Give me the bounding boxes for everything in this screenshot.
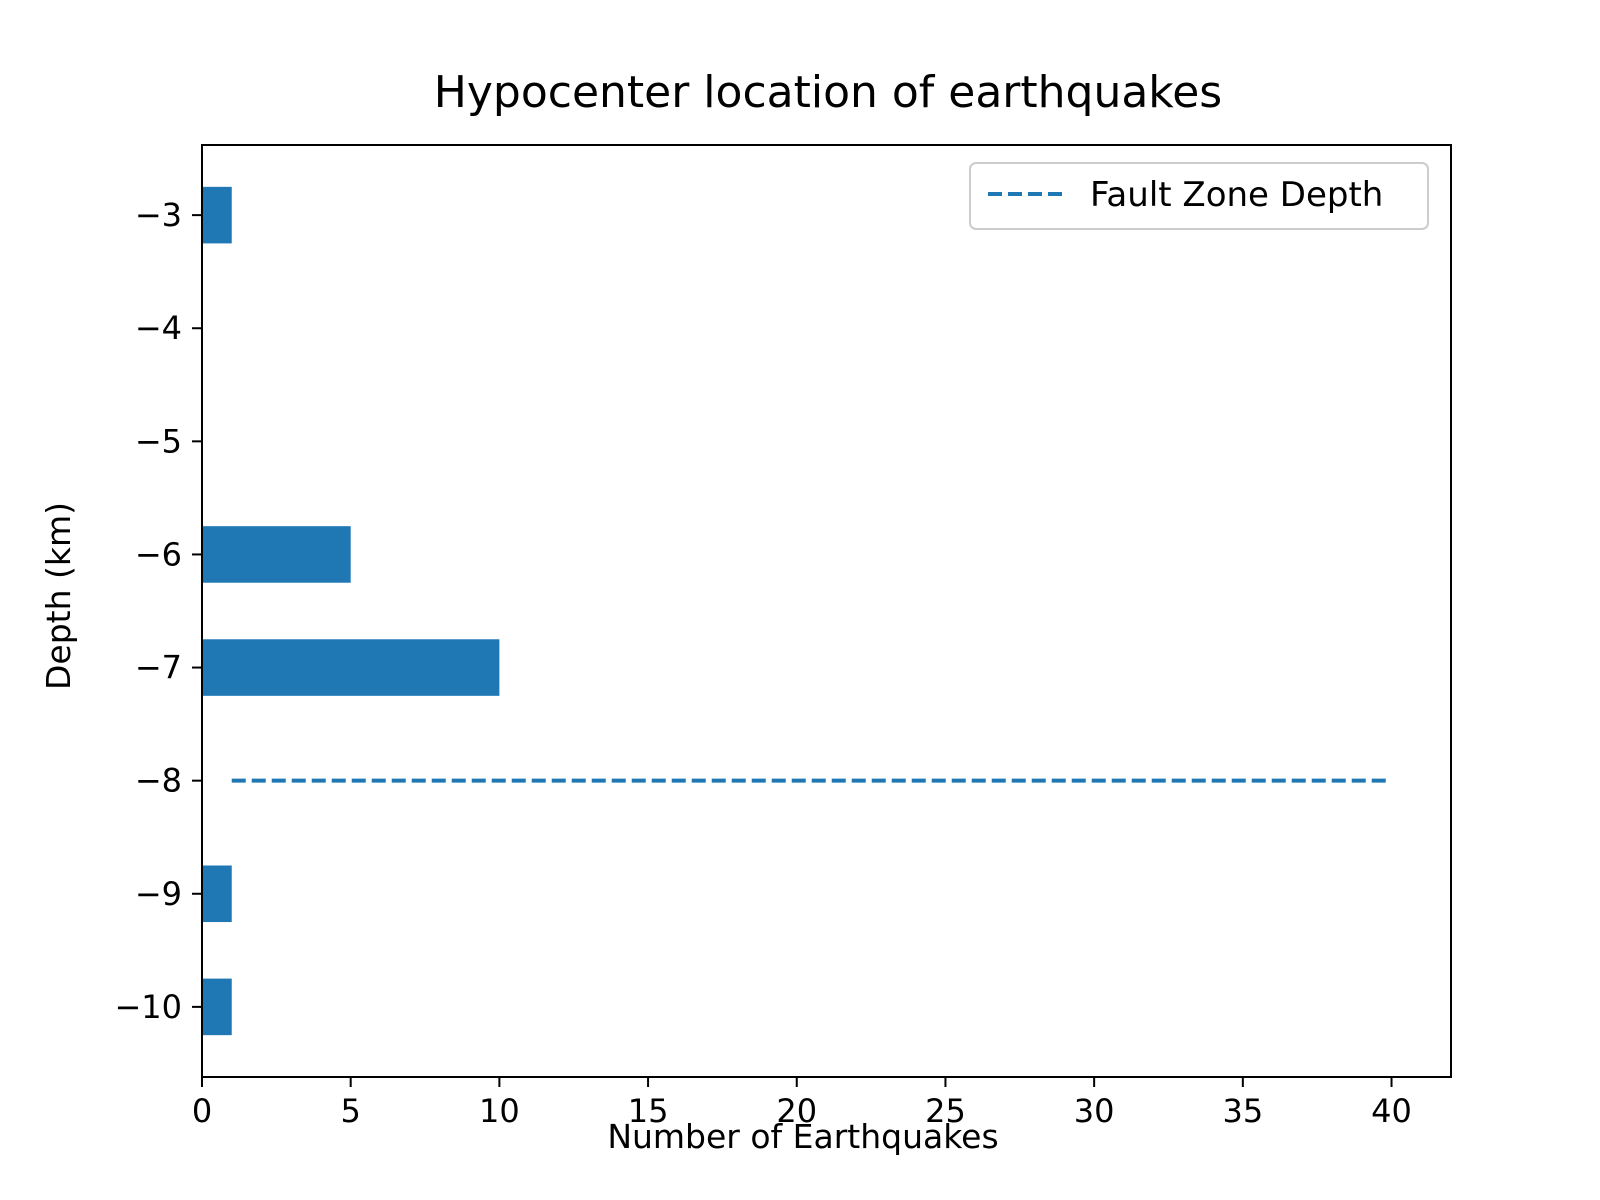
plot-frame [201, 144, 1452, 1078]
x-tick-label: 35 [1222, 1092, 1263, 1130]
x-tick-label: 40 [1371, 1092, 1412, 1130]
bar-depth-7 [202, 639, 500, 696]
y-axis-label: Depth (km) [39, 502, 78, 690]
y-tick-label: −3 [135, 196, 182, 234]
x-tick-label: 10 [479, 1092, 520, 1130]
y-tick-label: −7 [135, 649, 182, 687]
legend: Fault Zone Depth [969, 162, 1429, 230]
bar-depth-9 [202, 865, 232, 923]
x-tick-label: 20 [776, 1092, 817, 1130]
y-tick-label: −6 [135, 535, 182, 573]
y-tick-label: −10 [114, 988, 182, 1026]
x-tick-label: 15 [628, 1092, 669, 1130]
chart-title: Hypocenter location of earthquakes [434, 67, 1222, 118]
y-tick-label: −5 [135, 422, 182, 460]
bar-depth-6 [202, 526, 351, 583]
legend-label-fault-zone-depth: Fault Zone Depth [1090, 175, 1383, 215]
y-tick-label: −4 [135, 309, 182, 347]
x-tick-label: 25 [925, 1092, 966, 1130]
y-tick-label: −9 [135, 875, 182, 913]
legend-box [969, 162, 1429, 230]
x-axis-label: Number of Earthquakes [607, 1117, 998, 1156]
bar-depth-10 [202, 978, 232, 1036]
y-tick-label: −8 [135, 762, 182, 800]
plot-area [201, 144, 1452, 1078]
x-tick-label: 5 [341, 1092, 361, 1130]
y-axis-ticks: −3 −4 −5 −6 −7 −8 −9 −10 [114, 196, 202, 1026]
bars [202, 186, 500, 1036]
x-tick-label: 0 [192, 1092, 212, 1130]
x-tick-label: 30 [1074, 1092, 1115, 1130]
bar-depth-3 [202, 186, 232, 244]
x-axis-ticks: 0 5 10 15 20 25 30 35 40 [192, 1077, 1412, 1130]
